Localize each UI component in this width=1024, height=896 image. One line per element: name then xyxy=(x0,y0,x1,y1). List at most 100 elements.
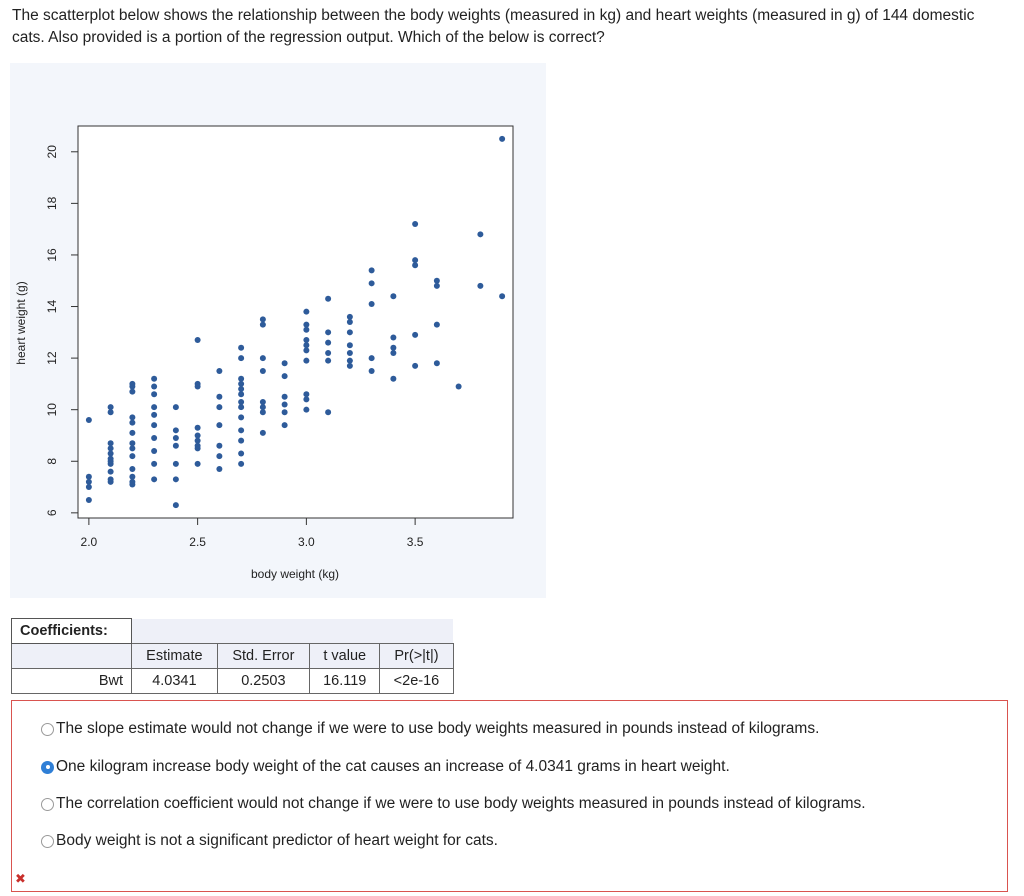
data-point xyxy=(303,326,310,333)
data-point xyxy=(368,355,375,362)
data-point xyxy=(172,435,179,442)
y-tick-label: 8 xyxy=(45,458,59,465)
data-point xyxy=(281,409,288,416)
data-point xyxy=(85,496,92,503)
data-point xyxy=(194,380,201,387)
data-point xyxy=(325,339,332,346)
data-point xyxy=(259,398,266,405)
data-point xyxy=(216,442,223,449)
data-point xyxy=(151,447,158,454)
option-3[interactable]: The correlation coefficient would not ch… xyxy=(41,795,866,813)
data-point xyxy=(281,422,288,429)
data-point xyxy=(325,349,332,356)
question-text: The scatterplot below shows the relation… xyxy=(12,7,975,46)
y-tick-label: 12 xyxy=(45,351,59,365)
data-point xyxy=(390,334,397,341)
data-point xyxy=(259,321,266,328)
data-point xyxy=(172,502,179,509)
radio-option-4[interactable] xyxy=(41,834,54,848)
data-point xyxy=(107,476,114,483)
data-point xyxy=(172,427,179,434)
data-point xyxy=(303,321,310,328)
data-point xyxy=(303,357,310,364)
data-point xyxy=(107,450,114,457)
data-point xyxy=(172,476,179,483)
data-point xyxy=(107,445,114,452)
header-estimate: Estimate xyxy=(131,643,218,669)
data-point xyxy=(151,375,158,382)
data-point xyxy=(238,380,245,387)
radio-option-3[interactable] xyxy=(41,797,54,811)
data-point xyxy=(390,293,397,300)
header-p-value: Pr(>|t|) xyxy=(379,643,454,669)
data-point xyxy=(281,360,288,367)
radio-option-1[interactable] xyxy=(41,722,54,736)
data-point xyxy=(129,440,136,447)
data-point xyxy=(216,453,223,460)
header-blank xyxy=(11,643,132,669)
data-point xyxy=(85,473,92,480)
data-point xyxy=(455,383,462,390)
plot-frame xyxy=(77,125,514,519)
option-1[interactable]: The slope estimate would not change if w… xyxy=(41,720,819,738)
data-point xyxy=(346,329,353,336)
data-point xyxy=(85,417,92,423)
data-point xyxy=(346,349,353,356)
data-point xyxy=(151,435,158,442)
x-tick-label: 2.5 xyxy=(189,535,206,549)
data-point xyxy=(129,453,136,460)
data-point xyxy=(172,442,179,449)
x-axis: 2.0 2.5 3.0 3.5 xyxy=(81,517,424,549)
data-point xyxy=(216,404,223,411)
data-point xyxy=(390,375,397,382)
data-point xyxy=(172,460,179,467)
data-point xyxy=(303,396,310,403)
data-point xyxy=(238,386,245,393)
y-axis: 6 8 10 12 14 16 18 20 xyxy=(45,145,79,516)
coefficients-table: Coefficients: Estimate Std. Error t valu… xyxy=(11,618,454,694)
y-axis-label: heart weight (g) xyxy=(14,281,28,364)
data-point xyxy=(259,409,266,416)
value-estimate: 4.0341 xyxy=(131,668,218,694)
data-points xyxy=(85,135,506,509)
option-3-label: The correlation coefficient would not ch… xyxy=(56,795,866,812)
y-tick-label: 18 xyxy=(45,196,59,210)
data-point xyxy=(303,337,310,344)
data-point xyxy=(107,468,114,475)
radio-option-2-selected[interactable] xyxy=(41,760,54,774)
data-point xyxy=(281,393,288,400)
data-point xyxy=(238,450,245,457)
data-point xyxy=(433,321,440,328)
y-tick-label: 20 xyxy=(45,145,59,159)
data-point xyxy=(281,373,288,380)
data-point xyxy=(412,257,419,264)
x-tick-label: 2.0 xyxy=(81,535,98,549)
data-point xyxy=(216,466,223,472)
option-4[interactable]: Body weight is not a significant predict… xyxy=(41,832,498,850)
data-point xyxy=(129,429,136,436)
y-tick-label: 16 xyxy=(45,248,59,262)
data-point xyxy=(85,484,92,491)
data-point xyxy=(303,342,310,349)
coefficients-title-fill xyxy=(131,618,453,644)
data-point xyxy=(194,424,201,431)
data-point xyxy=(238,414,245,421)
data-point xyxy=(238,375,245,382)
data-point xyxy=(368,300,375,307)
data-point xyxy=(433,277,440,284)
data-point xyxy=(412,331,419,338)
data-point xyxy=(303,406,310,413)
data-point xyxy=(129,466,136,472)
data-point xyxy=(433,282,440,289)
data-point xyxy=(499,135,506,142)
data-point xyxy=(129,380,136,387)
wrong-icon: ✖ xyxy=(15,871,26,886)
y-tick-label: 14 xyxy=(45,300,59,314)
data-point xyxy=(216,393,223,400)
option-2[interactable]: One kilogram increase body weight of the… xyxy=(41,758,730,776)
data-point xyxy=(151,411,158,418)
data-point xyxy=(107,409,114,416)
data-point xyxy=(259,368,266,374)
data-point xyxy=(238,437,245,444)
data-point xyxy=(390,349,397,356)
